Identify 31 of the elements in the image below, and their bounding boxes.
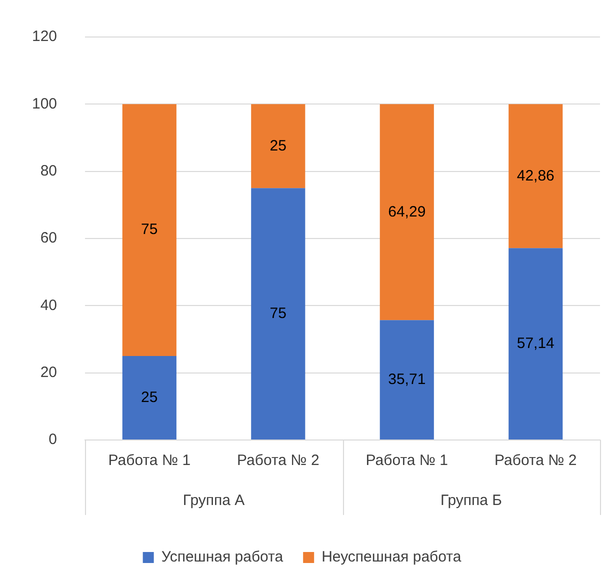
data-label: 75 <box>270 304 286 322</box>
y-tick-label: 40 <box>40 296 58 314</box>
bar <box>380 104 434 320</box>
data-label: 25 <box>141 388 158 406</box>
bar <box>122 356 176 440</box>
text: Группа Б <box>440 492 502 510</box>
data-label: 42,86 <box>516 167 554 184</box>
legend-label: Успешная работа <box>161 548 284 566</box>
x-tick-label: Работа № 2 <box>237 452 320 470</box>
y-tick-label: 0 <box>48 431 58 448</box>
bar <box>508 104 563 248</box>
bar <box>122 104 176 356</box>
y-tick-label: 80 <box>40 162 58 180</box>
bar <box>508 248 563 440</box>
y-tick-label: 20 <box>40 364 58 381</box>
x-tick-label: Работа № 1 <box>108 452 191 470</box>
bar <box>380 320 434 440</box>
bar <box>251 104 306 188</box>
data-label: 57,14 <box>516 334 554 352</box>
y-tick-label: 60 <box>40 230 58 247</box>
legend-label: Неуспешная работа <box>322 548 462 566</box>
y-tick-label: 100 <box>32 95 58 112</box>
data-label: 35,71 <box>388 370 426 388</box>
x-tick-label: Работа № 2 <box>494 452 577 470</box>
data-label: 75 <box>141 221 158 238</box>
data-label: 64,29 <box>388 203 426 220</box>
y-tick-label: 120 <box>32 28 58 46</box>
x-tick-label: Работа № 1 <box>366 452 448 470</box>
data-label: 25 <box>270 137 286 154</box>
bar <box>251 188 306 440</box>
text: Группа А <box>182 492 245 510</box>
